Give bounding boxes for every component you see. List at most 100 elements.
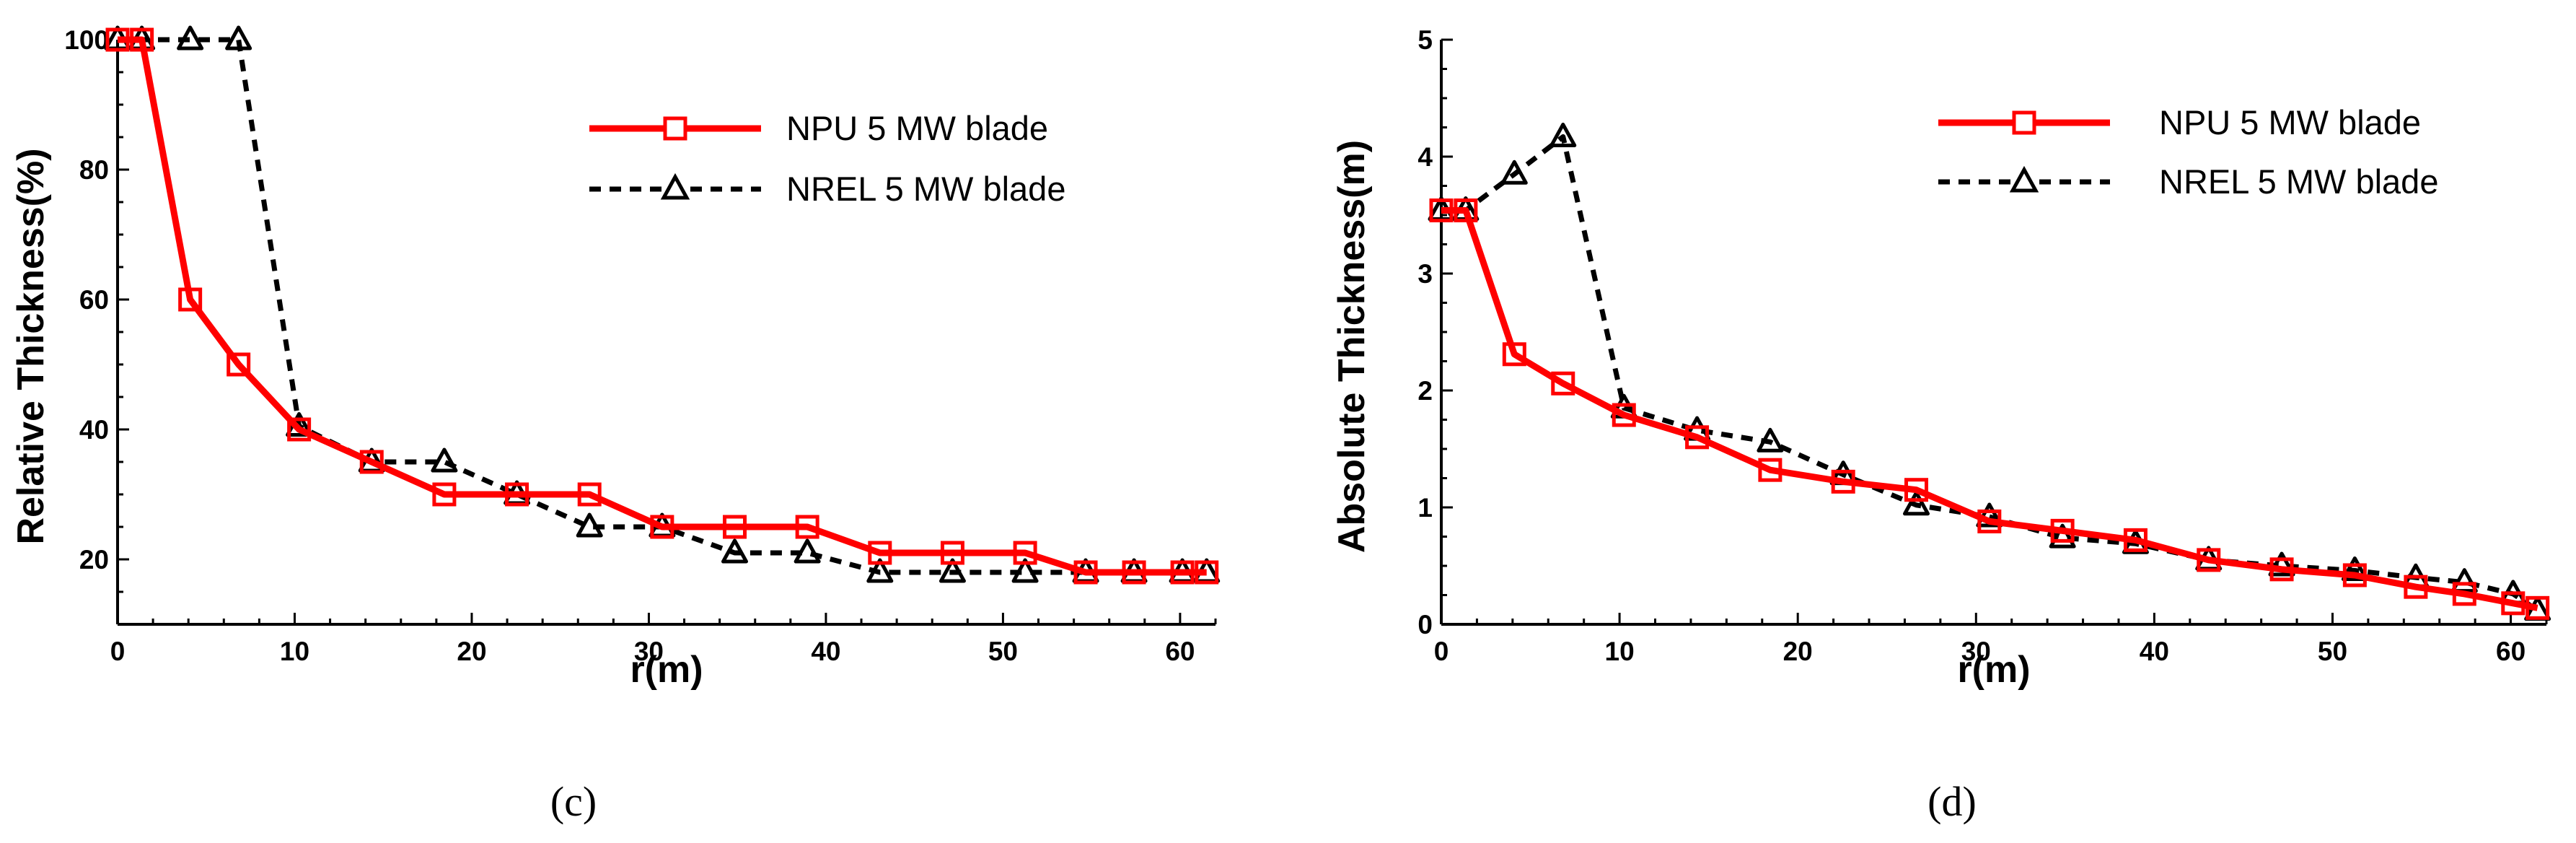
y-tick-label: 60 [79, 285, 109, 315]
data-point [2341, 556, 2368, 581]
data-point [577, 482, 602, 507]
data-point [287, 417, 312, 442]
data-point [432, 482, 457, 507]
data-point [2501, 591, 2526, 616]
data-point [2526, 595, 2550, 620]
panel-caption: (d) [1927, 778, 1977, 825]
data-point [2123, 528, 2148, 552]
data-point [1612, 403, 1636, 427]
data-point [1011, 558, 1039, 583]
data-point [866, 558, 894, 583]
data-point [1977, 509, 2002, 533]
data-point [130, 27, 154, 52]
data-point [2269, 557, 2294, 582]
series-line [1441, 134, 2539, 613]
data-point [1454, 198, 1478, 223]
data-point [1551, 371, 1575, 396]
data-point [359, 450, 384, 474]
x-tick-label: 60 [2496, 637, 2526, 666]
y-tick-label: 2 [1417, 376, 1433, 406]
data-point [1122, 560, 1146, 585]
series-npu [105, 27, 1219, 585]
data-point [1685, 425, 1710, 450]
data-point [2342, 563, 2367, 588]
data-point [2404, 575, 2428, 599]
panel-caption: (c) [550, 778, 597, 825]
x-axis-title: r(m) [1957, 649, 2030, 691]
x-tick-label: 20 [1783, 637, 1813, 666]
legend-label: NPU 5 MW blade [2159, 103, 2421, 141]
x-tick-label: 0 [110, 637, 126, 666]
series-npu [1429, 198, 2550, 620]
legend-entry-nrel: NREL 5 MW blade [1938, 162, 2438, 201]
data-point [505, 482, 529, 507]
series-line [1441, 207, 2538, 611]
data-point [650, 515, 674, 539]
data-point [2452, 582, 2476, 606]
y-tick-label: 0 [1417, 610, 1433, 639]
legend-marker [663, 116, 687, 141]
legend: NPU 5 MW blade NREL 5 MW blade [1938, 103, 2438, 201]
y-tick-label: 1 [1417, 493, 1433, 523]
chart-panel-c: 0 10 20 30 40 50 60 20 40 60 80 100 r(m) Relative Thi… [10, 25, 1221, 825]
x-tick-label: 20 [457, 637, 486, 666]
data-point [794, 538, 821, 564]
data-point [1831, 469, 1855, 494]
data-point [2268, 551, 2295, 577]
data-point [1976, 502, 2003, 528]
x-tick-label: 0 [1434, 637, 1449, 666]
y-tick-label: 4 [1417, 142, 1433, 172]
data-point [431, 447, 458, 473]
data-point [225, 25, 252, 51]
data-point [1758, 458, 1782, 482]
data-point [795, 515, 819, 539]
y-tick-label: 20 [79, 545, 109, 575]
y-tick-label: 40 [79, 415, 109, 445]
data-point [1170, 560, 1195, 585]
series-nrel [104, 25, 1221, 583]
data-point [177, 25, 204, 51]
data-point [1904, 478, 1929, 502]
chart-panel-d: 0 10 20 30 40 50 60 0 1 2 3 4 5 r(m) Absolute Thicknes… [1331, 25, 2551, 825]
data-point [1195, 560, 1219, 585]
data-point [1013, 541, 1037, 565]
x-tick-label: 50 [2318, 637, 2347, 666]
data-point [938, 558, 966, 583]
legend-entry-npu: NPU 5 MW blade [589, 109, 1048, 147]
data-point [868, 541, 892, 565]
series-line [118, 36, 1207, 576]
legend: NPU 5 MW blade NREL 5 MW blade [589, 109, 1065, 208]
data-point [1757, 427, 1784, 453]
legend-marker [2012, 110, 2036, 135]
data-point [1549, 122, 1577, 147]
data-point [2049, 523, 2076, 549]
y-tick-label: 80 [79, 155, 109, 185]
x-tick-label: 60 [1165, 637, 1195, 666]
data-point [1502, 342, 1526, 367]
legend-label: NPU 5 MW blade [786, 109, 1048, 147]
y-axis-title: Absolute Thickness(m) [1331, 140, 1373, 553]
y-tick-label: 5 [1417, 25, 1433, 55]
data-point [721, 538, 749, 564]
y-tick-label: 100 [64, 25, 109, 55]
data-point [1500, 160, 1528, 185]
legend-marker [660, 172, 690, 200]
data-point [723, 515, 747, 539]
data-point [227, 352, 251, 377]
x-tick-label: 30 [634, 637, 664, 666]
legend-entry-npu: NPU 5 MW blade [1938, 103, 2421, 141]
legend-label: NREL 5 MW blade [786, 170, 1065, 208]
x-tick-label: 40 [811, 637, 840, 666]
y-axis-title: Relative Thickness(%) [10, 148, 52, 544]
data-point [2197, 548, 2221, 572]
x-tick-label: 10 [280, 637, 309, 666]
legend-label: NREL 5 MW blade [2159, 162, 2438, 201]
data-point [1429, 198, 1454, 223]
y-tick-label: 3 [1417, 259, 1433, 289]
data-point [940, 541, 964, 565]
x-tick-label: 10 [1605, 637, 1635, 666]
data-point [2050, 518, 2075, 543]
x-axis-title: r(m) [630, 649, 703, 691]
legend-marker [2009, 165, 2039, 193]
